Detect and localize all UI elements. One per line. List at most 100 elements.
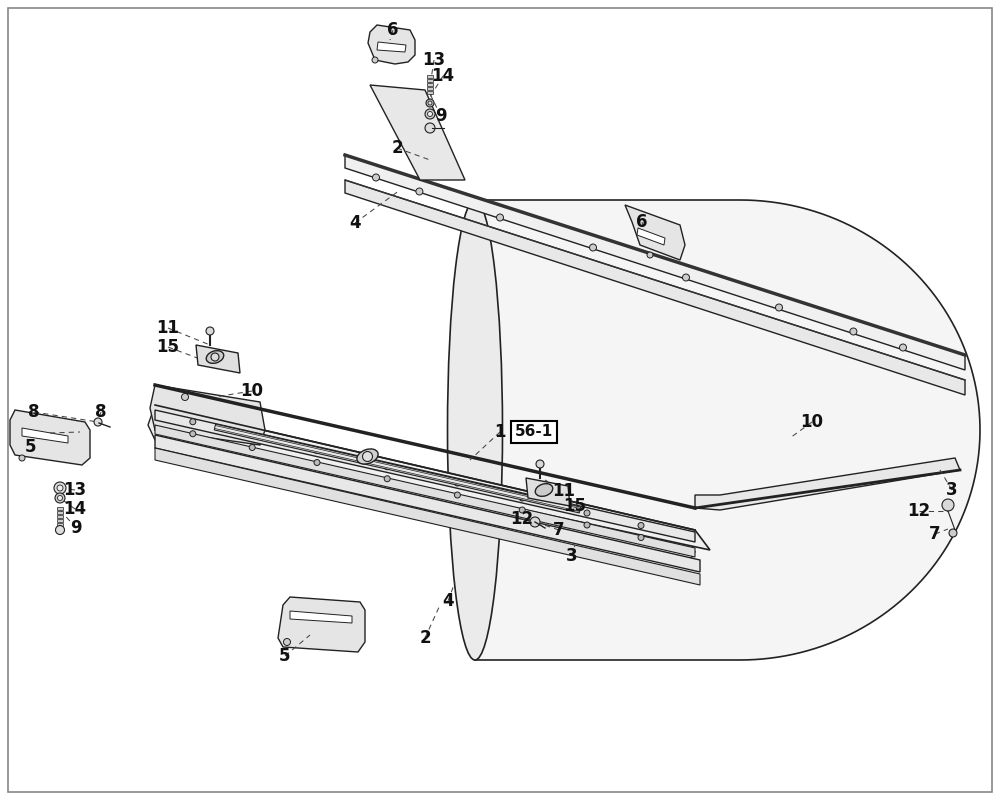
- Circle shape: [314, 447, 320, 454]
- Circle shape: [536, 460, 544, 468]
- Circle shape: [682, 274, 690, 281]
- Text: 13: 13: [63, 481, 87, 499]
- Ellipse shape: [357, 449, 378, 464]
- Polygon shape: [22, 428, 68, 443]
- Circle shape: [206, 327, 214, 335]
- Circle shape: [638, 522, 644, 529]
- Circle shape: [362, 451, 372, 462]
- Text: 6: 6: [636, 213, 648, 231]
- Polygon shape: [637, 228, 665, 245]
- Text: 4: 4: [442, 592, 454, 610]
- Text: 10: 10: [800, 413, 824, 431]
- Text: 6: 6: [387, 21, 399, 39]
- Circle shape: [284, 638, 290, 646]
- Text: 8: 8: [95, 403, 107, 421]
- Polygon shape: [57, 511, 63, 514]
- Text: 15: 15: [564, 497, 586, 515]
- Polygon shape: [427, 91, 433, 94]
- Text: 2: 2: [391, 139, 403, 157]
- Circle shape: [584, 522, 590, 528]
- Circle shape: [530, 517, 540, 527]
- Text: 2: 2: [419, 629, 431, 647]
- Circle shape: [54, 482, 66, 494]
- Text: 14: 14: [431, 67, 455, 85]
- Polygon shape: [155, 435, 700, 572]
- Text: 12: 12: [907, 502, 931, 520]
- Ellipse shape: [206, 350, 224, 363]
- Polygon shape: [377, 42, 406, 52]
- Polygon shape: [475, 200, 980, 660]
- Circle shape: [428, 111, 432, 117]
- Circle shape: [425, 123, 435, 133]
- Text: 10: 10: [240, 382, 264, 400]
- Circle shape: [638, 534, 644, 541]
- Text: 1: 1: [494, 423, 506, 441]
- Polygon shape: [278, 597, 365, 652]
- Circle shape: [454, 492, 460, 498]
- Text: 56-1: 56-1: [515, 425, 553, 439]
- Polygon shape: [526, 478, 570, 506]
- Circle shape: [249, 445, 255, 450]
- Polygon shape: [57, 519, 63, 522]
- Polygon shape: [10, 410, 90, 465]
- Polygon shape: [57, 515, 63, 518]
- Polygon shape: [427, 79, 433, 82]
- Polygon shape: [290, 611, 352, 623]
- Circle shape: [372, 57, 378, 63]
- Polygon shape: [57, 523, 63, 526]
- Circle shape: [426, 99, 434, 107]
- Polygon shape: [427, 75, 433, 78]
- Text: 3: 3: [566, 547, 578, 565]
- Polygon shape: [695, 458, 960, 510]
- Text: 9: 9: [70, 519, 82, 537]
- Polygon shape: [155, 410, 695, 542]
- Text: 11: 11: [156, 319, 180, 337]
- Circle shape: [384, 476, 390, 482]
- Circle shape: [94, 418, 102, 426]
- Circle shape: [584, 510, 590, 516]
- Text: 15: 15: [156, 338, 180, 356]
- Circle shape: [850, 328, 857, 335]
- Circle shape: [372, 174, 380, 181]
- Polygon shape: [214, 424, 581, 513]
- Circle shape: [190, 430, 196, 437]
- Circle shape: [519, 507, 525, 513]
- Text: 5: 5: [24, 438, 36, 456]
- Circle shape: [776, 304, 782, 311]
- Polygon shape: [150, 385, 265, 445]
- Circle shape: [190, 418, 196, 425]
- Text: 13: 13: [422, 51, 446, 69]
- Ellipse shape: [448, 200, 503, 660]
- Polygon shape: [155, 448, 700, 585]
- Circle shape: [949, 529, 957, 537]
- Text: 3: 3: [946, 481, 958, 499]
- Circle shape: [384, 464, 390, 470]
- Circle shape: [182, 394, 188, 401]
- Circle shape: [314, 459, 320, 466]
- Circle shape: [425, 109, 435, 119]
- Circle shape: [58, 495, 62, 501]
- Text: 7: 7: [553, 521, 565, 539]
- Circle shape: [454, 480, 460, 486]
- Text: 14: 14: [63, 500, 87, 518]
- Text: 8: 8: [28, 403, 40, 421]
- Circle shape: [211, 353, 219, 361]
- Polygon shape: [196, 345, 240, 373]
- Circle shape: [57, 485, 63, 491]
- Text: 7: 7: [929, 525, 941, 543]
- Circle shape: [249, 433, 255, 438]
- Circle shape: [55, 493, 65, 503]
- Circle shape: [416, 188, 423, 195]
- Polygon shape: [345, 155, 965, 370]
- Polygon shape: [215, 426, 580, 511]
- Text: 12: 12: [510, 510, 534, 528]
- Polygon shape: [370, 85, 465, 180]
- Circle shape: [647, 252, 653, 258]
- Polygon shape: [148, 405, 695, 562]
- Polygon shape: [427, 87, 433, 90]
- Text: 5: 5: [279, 647, 291, 665]
- Polygon shape: [155, 425, 695, 557]
- Text: 9: 9: [435, 107, 447, 125]
- Polygon shape: [625, 205, 685, 260]
- Polygon shape: [427, 83, 433, 86]
